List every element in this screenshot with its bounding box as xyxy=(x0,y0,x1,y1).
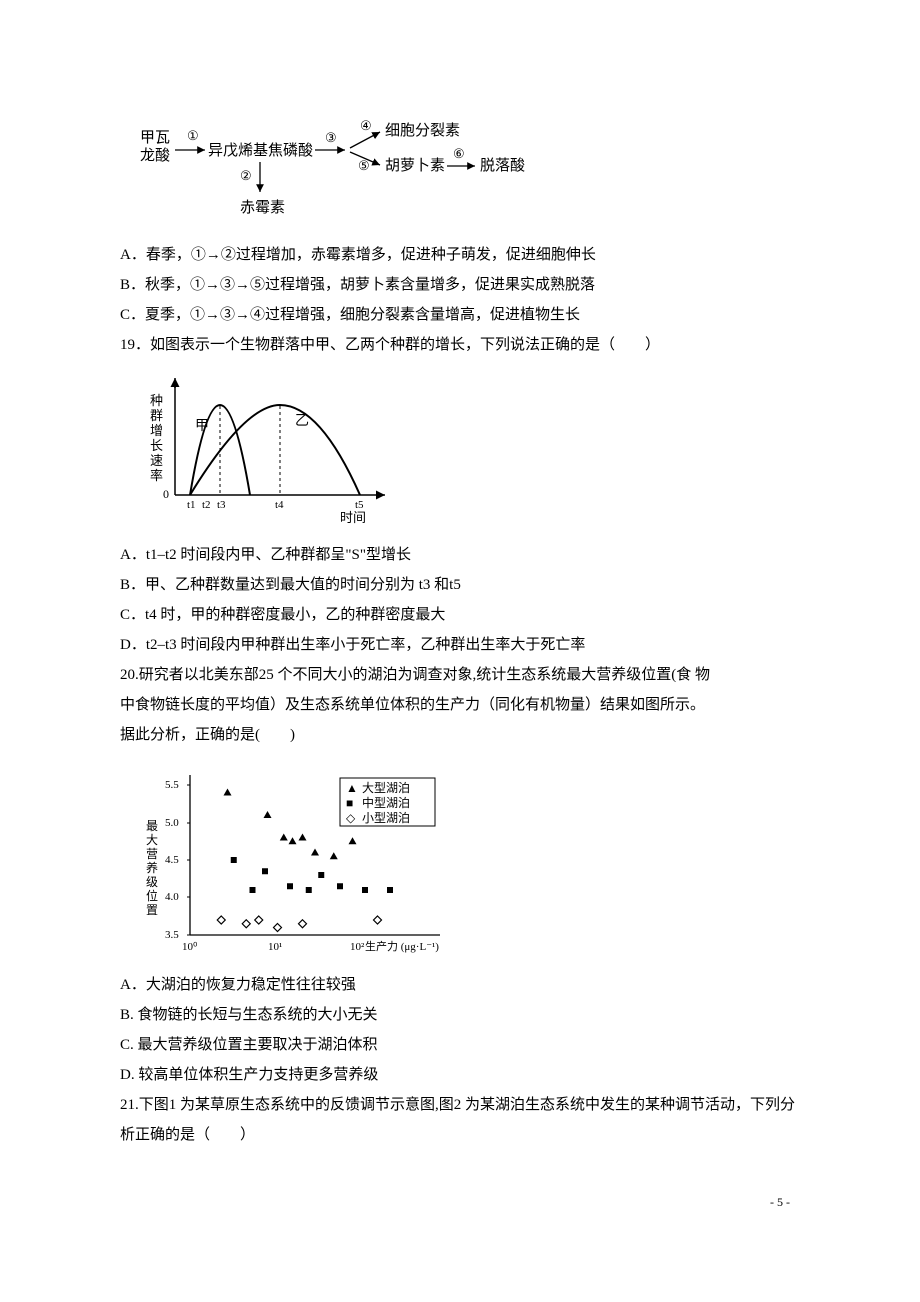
pathway-svg: 甲瓦 龙酸 ① 异戊烯基焦磷酸 ② 赤霉素 ③ ④ 细胞分裂素 ⑤ 胡萝卜素 ⑥ xyxy=(140,120,560,230)
fig1-circled-4: ④ xyxy=(360,120,372,133)
svg-text:3.5: 3.5 xyxy=(165,929,179,941)
page-number: - 5 - xyxy=(120,1190,800,1214)
fig2-curve-a-label: 甲 xyxy=(195,419,209,434)
fig3-legend-2-label: 小型湖泊 xyxy=(362,810,410,825)
option-b: B．秋季，①→③→⑤过程增强，胡萝卜素含量增多，促进果实成熟脱落 xyxy=(120,270,800,300)
fig2-xtick-0: t1 xyxy=(187,499,196,511)
figure-growth-curves: 种 群 增 长 速 率 0 甲 乙 t1 t2 t3 t4 t5 时间 xyxy=(140,370,800,530)
fig2-zero: 0 xyxy=(163,487,169,501)
fig2-ylabel-4: 长 xyxy=(150,438,163,453)
fig2-xtick-1: t2 xyxy=(202,499,211,511)
svg-text:4.5: 4.5 xyxy=(165,854,179,866)
q19-stem: 19．如图表示一个生物群落中甲、乙两个种群的增长，下列说法正确的是（ ） xyxy=(120,330,800,360)
q20-d: D. 较高单位体积生产力支持更多营养级 xyxy=(120,1060,800,1090)
fig3-legend-1-marker: ■ xyxy=(346,796,353,810)
fig1-left-bottom: 龙酸 xyxy=(140,147,170,164)
fig2-ylabel-3: 增 xyxy=(150,423,163,438)
fig3-legend-2-marker: ◇ xyxy=(346,811,356,825)
fig3-yl-7: 置 xyxy=(146,903,158,917)
q21-stem: 21.下图1 为某草原生态系统中的反馈调节示意图,图2 为某湖泊生态系统中发生的… xyxy=(120,1090,800,1150)
q20-stem-2: 中食物链长度的平均值）及生态系统单位体积的生产力（同化有机物量）结果如图所示。 xyxy=(120,690,800,720)
q20-stem-3: 据此分析，正确的是( ) xyxy=(120,720,800,750)
fig3-xt-2: 10² xyxy=(350,941,365,953)
fig3-yl-6: 位 xyxy=(146,888,158,903)
figure-hormone-pathway: 甲瓦 龙酸 ① 异戊烯基焦磷酸 ② 赤霉素 ③ ④ 细胞分裂素 ⑤ 胡萝卜素 ⑥ xyxy=(140,120,800,230)
fig3-legend-0-label: 大型湖泊 xyxy=(362,780,410,795)
fig2-ylabel-1: 种 xyxy=(150,393,163,408)
q19-d: D．t2–t3 时间段内甲种群出生率小于死亡率，乙种群出生率大于死亡率 xyxy=(120,630,800,660)
option-a: A．春季，①→②过程增加，赤霉素增多，促进种子萌发，促进细胞伸长 xyxy=(120,240,800,270)
fig3-xt-1: 10¹ xyxy=(268,941,282,953)
q20-a: A．大湖泊的恢复力稳定性往往较强 xyxy=(120,970,800,1000)
fig2-xtick-3: t4 xyxy=(275,499,284,511)
fig3-xt-0: 10⁰ xyxy=(182,941,198,953)
scatter-svg: 3.5 4.0 4.5 5.0 5.5 最 大 营 养 级 位 置 10⁰ 10… xyxy=(140,760,460,960)
fig3-yticks: 3.5 4.0 4.5 5.0 5.5 xyxy=(165,779,190,941)
fig1-left-top: 甲瓦 xyxy=(140,130,170,146)
fig1-bottom-mid: 赤霉素 xyxy=(240,199,285,216)
q20-b: B. 食物链的长短与生态系统的大小无关 xyxy=(120,1000,800,1030)
fig1-circled-5: ⑤ xyxy=(358,158,370,173)
fig2-xtick-2: t3 xyxy=(217,499,226,511)
fig3-yl-5: 级 xyxy=(146,875,158,889)
q19-a: A．t1–t2 时间段内甲、乙种群都呈"S"型增长 xyxy=(120,540,800,570)
option-c: C．夏季，①→③→④过程增强，细胞分裂素含量增高，促进植物生长 xyxy=(120,300,800,330)
fig1-circled-1: ① xyxy=(187,128,199,143)
fig2-ylabel-5: 速 xyxy=(150,453,163,468)
figure-lake-scatter: 3.5 4.0 4.5 5.0 5.5 最 大 营 养 级 位 置 10⁰ 10… xyxy=(140,760,800,960)
fig1-circled-2: ② xyxy=(240,168,252,183)
fig1-circled-6: ⑥ xyxy=(453,146,465,161)
q19-b: B．甲、乙种群数量达到最大值的时间分别为 t3 和t5 xyxy=(120,570,800,600)
fig1-mid1: 异戊烯基焦磷酸 xyxy=(208,142,313,159)
fig3-yl-2: 大 xyxy=(146,833,158,847)
fig3-legend-0-marker: ▲ xyxy=(346,781,358,795)
fig3-yl-1: 最 xyxy=(146,819,158,833)
fig1-mid-right: 胡萝卜素 xyxy=(385,157,445,174)
fig2-curve-b-label: 乙 xyxy=(295,413,309,429)
fig2-xlabel: 时间 xyxy=(340,510,366,525)
svg-text:5.5: 5.5 xyxy=(165,779,179,791)
fig3-yl-3: 营 xyxy=(146,847,158,861)
growth-svg: 种 群 增 长 速 率 0 甲 乙 t1 t2 t3 t4 t5 时间 xyxy=(140,370,400,530)
q20-c: C. 最大营养级位置主要取决于湖泊体积 xyxy=(120,1030,800,1060)
fig3-yl-4: 养 xyxy=(146,860,158,875)
svg-text:4.0: 4.0 xyxy=(165,891,179,903)
fig1-circled-3: ③ xyxy=(325,130,337,145)
fig2-ylabel-2: 群 xyxy=(150,408,163,423)
fig3-legend-1-label: 中型湖泊 xyxy=(362,795,410,810)
q19-c: C．t4 时，甲的种群密度最小，乙的种群密度最大 xyxy=(120,600,800,630)
svg-text:5.0: 5.0 xyxy=(165,817,179,829)
q20-stem-1: 20.研究者以北美东部25 个不同大小的湖泊为调查对象,统计生态系统最大营养级位… xyxy=(120,660,800,690)
fig2-ylabel-6: 率 xyxy=(150,468,163,483)
fig1-far-right: 脱落酸 xyxy=(480,157,525,174)
fig1-top-right: 细胞分裂素 xyxy=(385,122,460,139)
fig3-xlabel: 生产力 (μg·L⁻¹) xyxy=(365,939,439,953)
